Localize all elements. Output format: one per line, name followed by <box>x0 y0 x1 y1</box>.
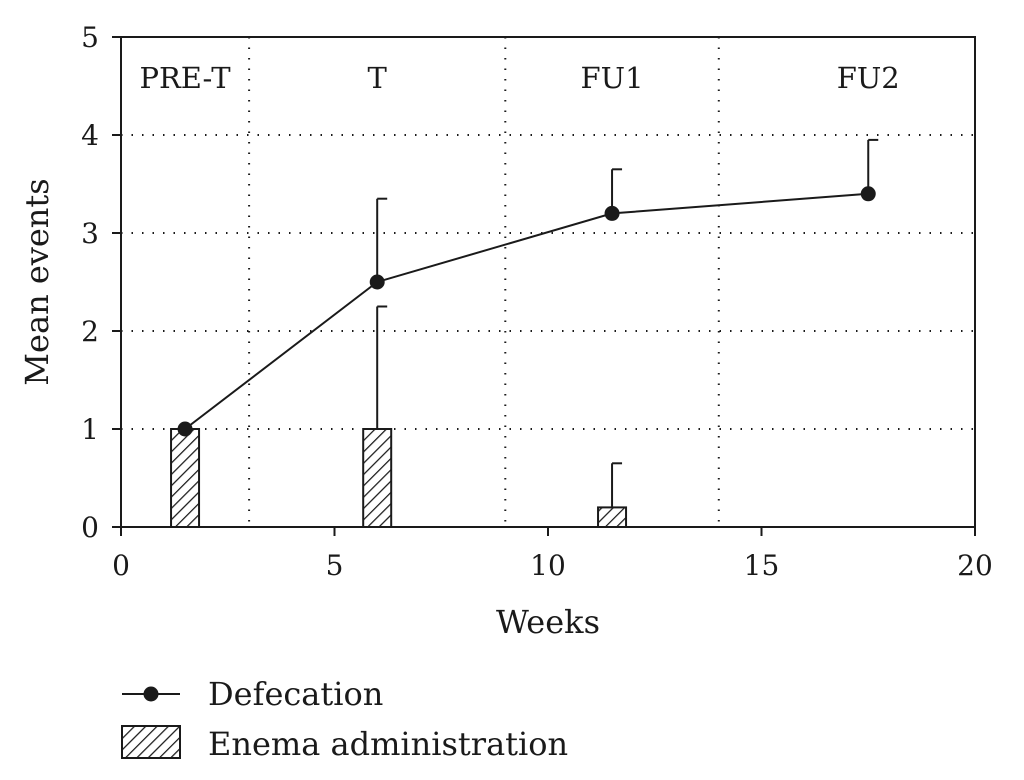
legend-hatch-swatch <box>121 725 181 759</box>
y-tick-label: 3 <box>81 217 99 250</box>
legend-item-defecation: Defecation <box>122 675 383 713</box>
period-label: T <box>368 61 388 95</box>
defecation-point <box>604 205 620 221</box>
legend: Defecation Enema administration <box>121 675 568 763</box>
x-tick-label: 5 <box>326 549 344 582</box>
enema-bar <box>362 428 393 528</box>
y-tick-label: 4 <box>81 119 99 152</box>
legend-label-enema: Enema administration <box>208 725 568 763</box>
axis-ticks: 0 5 10 15 20 0 1 2 3 4 5 <box>81 21 993 582</box>
y-tick-label: 5 <box>81 21 99 54</box>
enema-bar <box>170 428 201 528</box>
defecation-point <box>860 186 876 202</box>
period-label: FU1 <box>581 61 644 95</box>
enema-bars <box>170 305 628 528</box>
legend-label-defecation: Defecation <box>208 675 383 713</box>
x-axis-title: Weeks <box>496 603 600 641</box>
period-label: FU2 <box>837 61 900 95</box>
x-tick-label: 15 <box>744 549 780 582</box>
y-tick-label: 0 <box>81 511 99 544</box>
defecation-line <box>184 192 869 430</box>
period-labels: PRE-T T FU1 FU2 <box>139 61 899 95</box>
x-tick-label: 0 <box>112 549 130 582</box>
defecation-point <box>177 421 193 437</box>
defecation-series <box>177 138 879 437</box>
legend-item-enema: Enema administration <box>121 725 568 763</box>
y-tick-label: 1 <box>81 413 99 446</box>
x-tick-label: 20 <box>957 549 993 582</box>
defecation-point <box>369 274 385 290</box>
enema-bar <box>597 506 628 528</box>
grid <box>121 37 975 527</box>
y-axis-title: Mean events <box>18 178 56 385</box>
legend-marker-swatch <box>143 686 159 702</box>
period-label: PRE-T <box>139 61 231 95</box>
y-tick-label: 2 <box>81 315 99 348</box>
x-tick-label: 10 <box>530 549 566 582</box>
